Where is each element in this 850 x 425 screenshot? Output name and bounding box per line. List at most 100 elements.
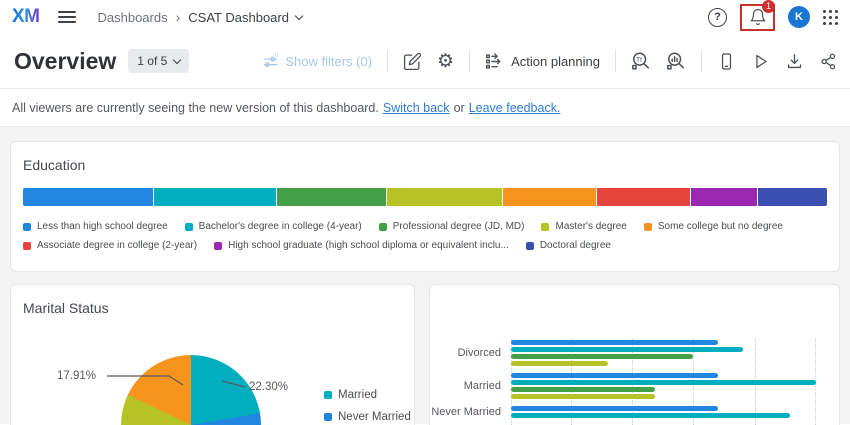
pie-callout-left: 17.91% xyxy=(57,370,97,382)
breadcrumb-current-dashboard[interactable]: CSAT Dashboard xyxy=(188,10,304,25)
horizontal-bar[interactable] xyxy=(511,347,744,352)
pie-callout-right: 22.30% xyxy=(249,381,289,393)
education-legend-item: Doctoral degree xyxy=(525,240,611,251)
divider xyxy=(469,50,471,72)
notification-badge: 1 xyxy=(762,0,775,13)
action-planning-icon xyxy=(486,52,501,69)
dashboard-toolbar: Overview 1 of 5 0 Show filters (0) ⚙ xyxy=(0,34,850,89)
rescale-text-button[interactable]: Tt xyxy=(631,51,651,71)
education-segment[interactable] xyxy=(387,188,503,206)
horizontal-bar[interactable] xyxy=(511,380,816,385)
education-legend-item: Bachelor's degree in college (4-year) xyxy=(184,221,362,232)
education-legend-item: Professional degree (JD, MD) xyxy=(378,221,525,232)
magnifier-chart-icon xyxy=(667,52,684,70)
category-label: Divorced xyxy=(457,347,501,359)
education-legend-item: Associate degree in college (2-year) xyxy=(23,240,197,251)
legend-label: Doctoral degree xyxy=(539,240,611,251)
legend-label: Bachelor's degree in college (4-year) xyxy=(198,221,362,232)
legend-swatch xyxy=(324,391,332,399)
marital-bars-widget: Divorced Married Never Married xyxy=(429,284,840,425)
education-segment[interactable] xyxy=(597,188,690,206)
edit-pencil-icon xyxy=(403,52,422,70)
mobile-preview-button[interactable] xyxy=(717,52,736,71)
legend-swatch xyxy=(214,241,223,250)
leave-feedback-link[interactable]: Leave feedback. xyxy=(468,100,561,115)
divider xyxy=(615,50,616,72)
switch-back-link[interactable]: Switch back xyxy=(382,100,450,115)
education-segment[interactable] xyxy=(276,188,387,206)
breadcrumb-dashboards[interactable]: Dashboards xyxy=(97,9,168,25)
legend-swatch xyxy=(23,241,31,250)
category-label: Never Married xyxy=(431,406,501,418)
education-widget: Education Less than high school degree Ba… xyxy=(10,141,840,272)
divider xyxy=(701,50,702,72)
legend-label: Professional degree (JD, MD) xyxy=(392,221,525,232)
education-segment[interactable] xyxy=(690,188,757,206)
education-segment[interactable] xyxy=(153,188,276,206)
horizontal-bar[interactable] xyxy=(511,413,791,418)
breadcrumb-separator: › xyxy=(175,9,181,25)
annotation-highlight-box: 1 xyxy=(740,0,775,31)
settings-button[interactable]: ⚙ xyxy=(437,52,454,71)
legend-label: Never Married xyxy=(338,411,411,423)
horizontal-bar[interactable] xyxy=(511,394,656,399)
bar-group: Divorced xyxy=(458,339,825,367)
education-legend-row-2: Associate degree in college (2-year) High… xyxy=(23,240,827,251)
horizontal-bar[interactable] xyxy=(511,373,719,378)
marital-status-pie-chart[interactable] xyxy=(121,355,261,425)
chevron-down-icon xyxy=(173,55,182,64)
legend-label: Associate degree in college (2-year) xyxy=(37,240,198,251)
top-navbar: XM Dashboards › CSAT Dashboard ? 1 K xyxy=(0,0,850,34)
marital-legend-item: Never Married xyxy=(324,411,411,423)
action-planning-button[interactable]: Action planning xyxy=(485,52,600,71)
marital-legend-item: Married xyxy=(324,389,411,401)
svg-text:0: 0 xyxy=(275,53,278,59)
notification-bell-icon[interactable] xyxy=(749,8,767,26)
dashboard-content: Education Less than high school degree Ba… xyxy=(0,127,850,425)
rescale-widgets-button[interactable] xyxy=(666,51,686,71)
breadcrumb: Dashboards › CSAT Dashboard xyxy=(97,9,304,25)
user-avatar[interactable]: K xyxy=(788,6,810,28)
bar-group: Never Married xyxy=(431,405,825,419)
chevron-down-icon xyxy=(294,11,304,20)
legend-label: Less than high school degree xyxy=(37,221,168,232)
horizontal-bar[interactable] xyxy=(511,361,609,366)
toolbar-actions: 0 Show filters (0) ⚙ Action planning xyxy=(262,50,838,72)
legend-swatch xyxy=(184,222,193,231)
legend-label: High school graduate (high school diplom… xyxy=(228,240,509,251)
horizontal-bar[interactable] xyxy=(511,406,719,411)
education-segment[interactable] xyxy=(23,188,153,206)
page-title: Overview xyxy=(14,47,117,74)
xm-logo: XM xyxy=(12,6,40,27)
horizontal-bar[interactable] xyxy=(511,354,694,359)
page-indicator-dropdown[interactable]: 1 of 5 xyxy=(128,49,190,73)
divider xyxy=(387,50,389,72)
mobile-phone-icon xyxy=(721,52,732,70)
download-button[interactable] xyxy=(785,52,804,71)
horizontal-bar[interactable] xyxy=(511,340,719,345)
edit-button[interactable] xyxy=(403,52,422,71)
legend-swatch xyxy=(643,222,652,231)
education-stacked-bar xyxy=(23,188,827,206)
share-button[interactable] xyxy=(819,52,838,71)
legend-swatch xyxy=(541,222,550,231)
education-legend-row-1: Less than high school degree Bachelor's d… xyxy=(23,221,827,232)
education-segment[interactable] xyxy=(503,188,597,206)
hamburger-menu-icon[interactable] xyxy=(57,11,76,23)
horizontal-bar[interactable] xyxy=(511,387,656,392)
filter-sliders-icon: 0 xyxy=(264,53,278,67)
legend-swatch xyxy=(23,222,31,231)
show-filters-button[interactable]: 0 Show filters (0) xyxy=(262,53,372,70)
download-icon xyxy=(787,53,802,68)
widgets-row: Marital Status 17.91% 22.30% Married Neve… xyxy=(10,284,840,425)
app-grid-icon[interactable] xyxy=(823,9,838,25)
banner-message: All viewers are currently seeing the new… xyxy=(12,100,379,115)
legend-swatch xyxy=(525,241,534,250)
grouped-bar-chart: Divorced Married Never Married xyxy=(431,339,825,425)
category-label: Married xyxy=(463,380,501,392)
svg-text:Tt: Tt xyxy=(636,57,642,64)
legend-swatch xyxy=(324,413,332,421)
present-button[interactable] xyxy=(751,52,770,71)
help-icon[interactable]: ? xyxy=(708,7,727,27)
education-segment[interactable] xyxy=(757,188,827,206)
